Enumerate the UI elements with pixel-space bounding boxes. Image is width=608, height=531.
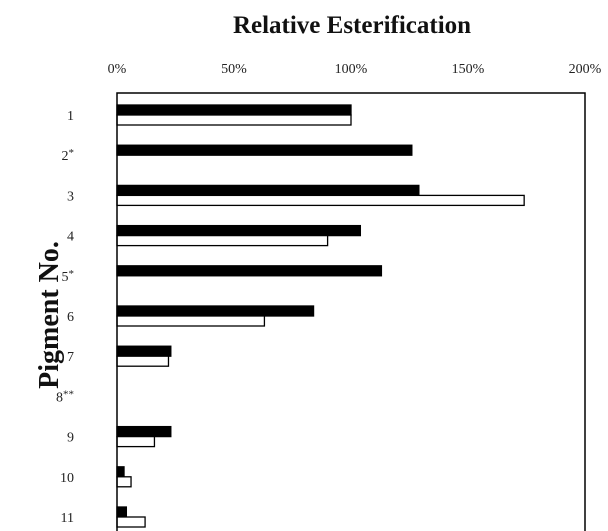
- bar-open-6: [116, 315, 266, 327]
- y-tick-label: 7: [67, 350, 74, 365]
- bar-filled-9: [116, 425, 172, 438]
- y-tick-label: 9: [67, 431, 74, 446]
- chart-title: Relative Esterification: [233, 12, 471, 39]
- y-tick-label: 11: [61, 511, 74, 526]
- bar-open-9: [116, 435, 156, 448]
- y-tick-labels: 1 2* 3 4 5* 6 7 8** 9 10 11: [56, 109, 74, 526]
- y-tick-label: 5*: [62, 268, 75, 285]
- bar-open-7: [116, 355, 170, 367]
- x-tick-label: 200%: [569, 62, 602, 77]
- x-tick-label: 150%: [452, 62, 485, 77]
- y-tick-label: 4: [67, 230, 74, 245]
- bar-filled-3: [116, 184, 420, 197]
- y-tick-label: 10: [60, 471, 74, 486]
- x-tick-label: 0%: [108, 62, 127, 77]
- bar-open-4: [116, 234, 329, 247]
- x-tick-label: 50%: [221, 62, 247, 77]
- x-tick-label: 100%: [335, 62, 368, 77]
- bar-filled-1: [116, 104, 352, 116]
- bar-filled-11: [116, 506, 128, 518]
- y-axis-label: Pigment No.: [34, 241, 65, 389]
- bar-filled-2*: [116, 144, 413, 156]
- bar-filled-4: [116, 224, 362, 237]
- bar-open-11: [116, 516, 146, 528]
- y-tick-label: 1: [67, 109, 74, 124]
- y-tick-label: 2*: [62, 147, 75, 164]
- bar-open-3: [116, 194, 525, 207]
- bar-filled-5*: [116, 265, 383, 277]
- y-tick-label: 8**: [56, 388, 74, 405]
- bars: [116, 104, 525, 528]
- bar-filled-10: [116, 466, 125, 478]
- y-tick-label: 3: [67, 189, 74, 204]
- bar-open-1: [116, 114, 352, 126]
- y-tick-label: 6: [67, 310, 74, 325]
- plot-frame: [116, 92, 586, 531]
- x-tick-labels: 0% 50% 100% 150% 200%: [108, 62, 602, 77]
- bar-filled-7: [116, 345, 172, 357]
- bar-open-10: [116, 476, 132, 488]
- bar-filled-6: [116, 305, 315, 317]
